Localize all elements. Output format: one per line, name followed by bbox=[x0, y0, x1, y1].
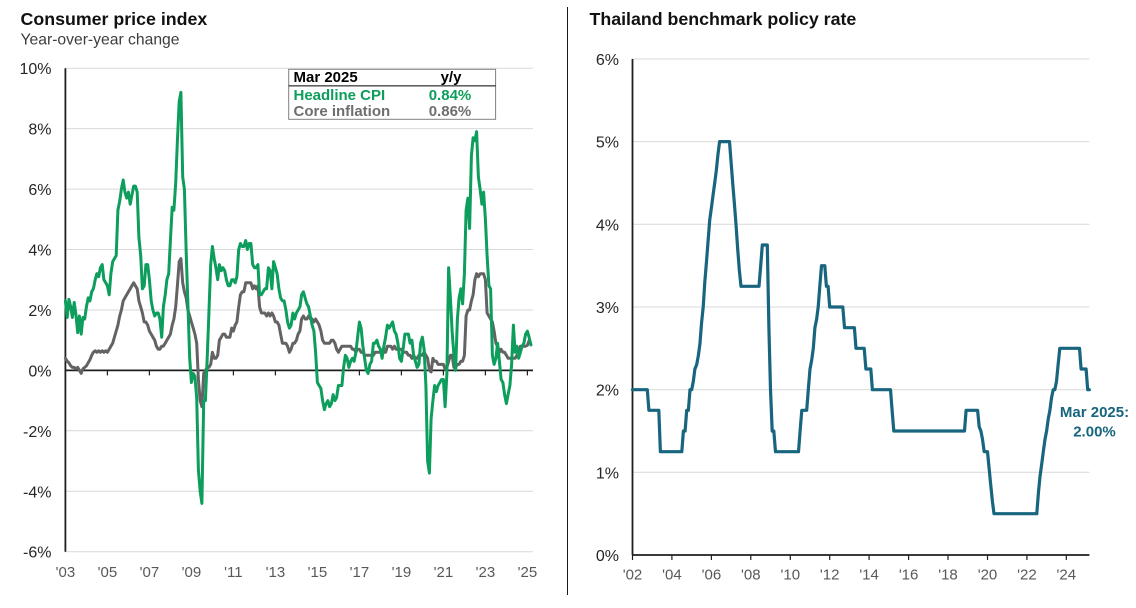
svg-text:8%: 8% bbox=[28, 122, 51, 139]
svg-text:'06: '06 bbox=[702, 567, 722, 584]
svg-text:'22: '22 bbox=[1017, 567, 1037, 584]
svg-text:3%: 3% bbox=[596, 300, 619, 317]
svg-text:-2%: -2% bbox=[23, 424, 51, 441]
svg-text:'21: '21 bbox=[434, 564, 454, 581]
svg-text:'09: '09 bbox=[182, 564, 202, 581]
svg-text:'20: '20 bbox=[978, 567, 998, 584]
svg-text:Year-over-year change: Year-over-year change bbox=[21, 32, 180, 49]
svg-text:'05: '05 bbox=[98, 564, 118, 581]
svg-text:'04: '04 bbox=[662, 567, 682, 584]
svg-text:Mar 2025: Mar 2025 bbox=[294, 69, 358, 86]
svg-text:'12: '12 bbox=[820, 567, 840, 584]
svg-text:4%: 4% bbox=[28, 243, 51, 260]
svg-text:'24: '24 bbox=[1057, 567, 1077, 584]
svg-text:4%: 4% bbox=[596, 217, 619, 234]
svg-text:Thailand benchmark policy rate: Thailand benchmark policy rate bbox=[590, 9, 857, 29]
svg-text:1%: 1% bbox=[596, 465, 619, 482]
svg-text:Consumer price index: Consumer price index bbox=[21, 9, 208, 29]
svg-text:'15: '15 bbox=[308, 564, 328, 581]
svg-text:2.00%: 2.00% bbox=[1073, 424, 1116, 441]
svg-text:6%: 6% bbox=[28, 182, 51, 199]
svg-text:'25: '25 bbox=[518, 564, 538, 581]
svg-text:2%: 2% bbox=[28, 303, 51, 320]
svg-text:-4%: -4% bbox=[23, 484, 51, 501]
svg-text:'07: '07 bbox=[140, 564, 160, 581]
svg-text:6%: 6% bbox=[596, 52, 619, 69]
svg-text:0%: 0% bbox=[596, 548, 619, 565]
svg-text:'23: '23 bbox=[476, 564, 496, 581]
svg-text:'03: '03 bbox=[56, 564, 76, 581]
svg-text:y/y: y/y bbox=[441, 69, 463, 86]
svg-text:'13: '13 bbox=[266, 564, 286, 581]
svg-text:'02: '02 bbox=[623, 567, 643, 584]
svg-text:'14: '14 bbox=[859, 567, 879, 584]
svg-text:Headline CPI: Headline CPI bbox=[294, 87, 386, 104]
svg-text:0%: 0% bbox=[28, 363, 51, 380]
svg-text:'11: '11 bbox=[224, 564, 242, 581]
svg-text:'10: '10 bbox=[781, 567, 801, 584]
svg-text:-6%: -6% bbox=[23, 545, 51, 562]
svg-text:5%: 5% bbox=[596, 135, 619, 152]
svg-text:0.84%: 0.84% bbox=[429, 87, 472, 104]
svg-text:'18: '18 bbox=[938, 567, 958, 584]
svg-text:10%: 10% bbox=[19, 61, 51, 78]
svg-text:'19: '19 bbox=[392, 564, 412, 581]
svg-text:'08: '08 bbox=[741, 567, 761, 584]
svg-text:Core inflation: Core inflation bbox=[294, 103, 391, 120]
svg-text:2%: 2% bbox=[596, 383, 619, 400]
svg-text:'16: '16 bbox=[899, 567, 919, 584]
svg-text:Mar 2025:: Mar 2025: bbox=[1060, 404, 1129, 421]
svg-text:0.86%: 0.86% bbox=[429, 103, 472, 120]
svg-text:'17: '17 bbox=[350, 564, 370, 581]
